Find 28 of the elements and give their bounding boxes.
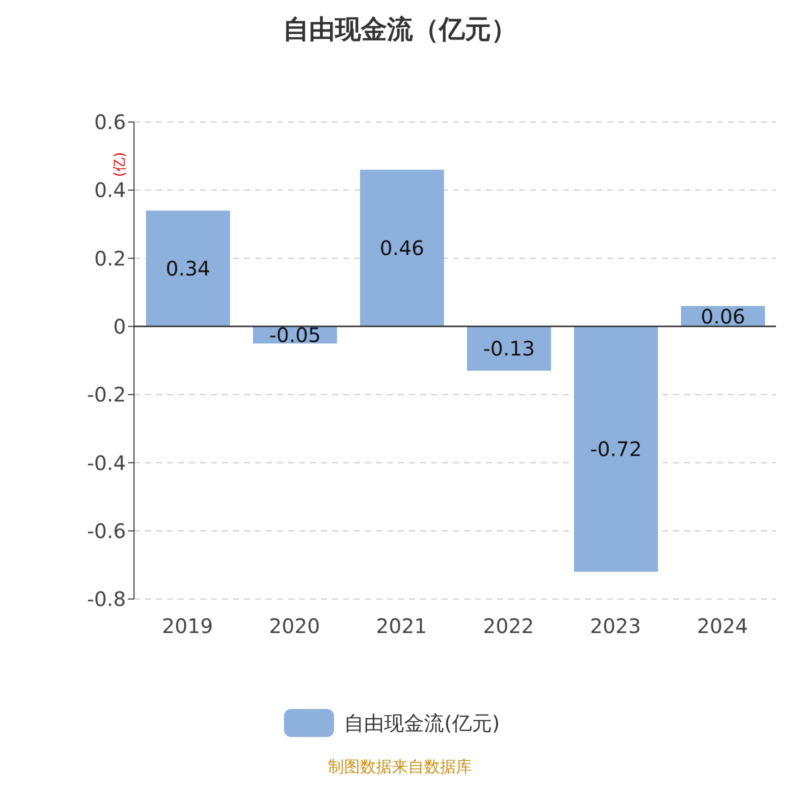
- y-tick-label: 0.2: [94, 246, 126, 270]
- y-tick-label: 0.4: [94, 178, 126, 202]
- bar: [467, 326, 551, 371]
- y-tick-label: -0.4: [86, 450, 126, 475]
- y-tick-label: -0.6: [86, 518, 126, 543]
- y-tick-label: 0.6: [94, 110, 126, 134]
- data-label: 0.46: [380, 236, 424, 260]
- legend-label: 自由现金流(亿元): [344, 710, 500, 736]
- x-tick-label: 2020: [269, 614, 320, 638]
- y-tick-label: -0.2: [86, 382, 126, 407]
- data-label: -0.72: [590, 437, 642, 462]
- bar: [574, 326, 658, 572]
- x-tick-label: 2019: [162, 614, 213, 638]
- data-label: -0.05: [269, 323, 321, 348]
- y-tick-label: -0.8: [86, 587, 126, 612]
- x-tick-label: 2023: [590, 614, 641, 638]
- bar: [360, 170, 444, 326]
- x-tick-label: 2024: [697, 614, 748, 638]
- y-axis-title: (亿): [112, 152, 128, 177]
- text: 制图数据来自数据库: [327, 757, 473, 778]
- chart-title: 自由现金流（亿元）: [282, 14, 518, 47]
- data-label: -0.13: [483, 336, 535, 361]
- y-tick-label: 0: [113, 314, 126, 339]
- x-tick-label: 2022: [483, 614, 534, 638]
- data-label: 0.06: [700, 304, 746, 328]
- x-tick-label: 2021: [376, 614, 427, 638]
- data-label: 0.34: [166, 256, 210, 281]
- bar: [146, 210, 230, 326]
